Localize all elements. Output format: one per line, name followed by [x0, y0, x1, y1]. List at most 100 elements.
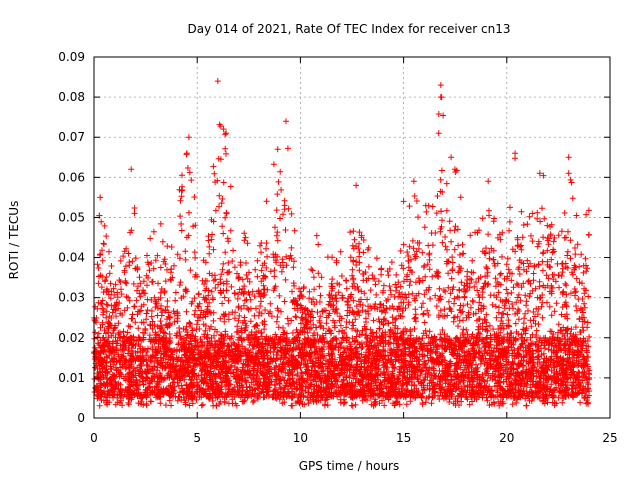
data-point	[336, 317, 343, 324]
data-point	[148, 308, 155, 314]
data-point	[273, 371, 280, 378]
data-point	[155, 280, 161, 287]
data-point	[183, 323, 190, 330]
data-point	[457, 194, 464, 201]
data-point	[428, 400, 435, 407]
data-point	[540, 172, 547, 179]
data-point	[208, 236, 215, 243]
data-point	[460, 302, 467, 309]
data-point	[508, 289, 515, 296]
data-point	[546, 336, 553, 342]
data-point	[552, 342, 559, 349]
data-point	[454, 352, 461, 359]
data-point	[425, 202, 432, 209]
data-point	[498, 324, 505, 331]
data-point	[124, 329, 131, 336]
data-point	[244, 388, 251, 395]
data-point	[285, 360, 291, 367]
data-points	[91, 78, 593, 409]
data-point	[322, 330, 329, 337]
data-point	[110, 306, 117, 313]
data-point	[456, 317, 463, 324]
data-point	[179, 172, 185, 179]
data-point	[518, 208, 525, 215]
data-point	[261, 286, 268, 293]
data-point	[393, 315, 400, 322]
data-point	[350, 257, 357, 264]
data-point	[314, 332, 321, 338]
data-point	[532, 285, 539, 292]
data-point	[92, 317, 99, 324]
data-point	[350, 228, 357, 235]
data-point	[493, 294, 500, 301]
data-point	[239, 276, 246, 283]
data-point	[420, 310, 427, 317]
data-point	[448, 275, 455, 282]
data-point	[515, 266, 522, 273]
data-point	[507, 204, 513, 211]
data-point	[225, 342, 232, 349]
data-point	[337, 322, 344, 329]
data-point	[143, 316, 150, 323]
data-point	[356, 298, 362, 305]
data-point	[523, 298, 530, 305]
data-point	[302, 316, 309, 323]
data-point	[102, 277, 109, 284]
data-point	[584, 265, 591, 272]
data-point	[328, 393, 334, 400]
data-point	[383, 305, 390, 312]
data-point	[157, 318, 164, 325]
data-point	[186, 359, 193, 366]
data-point	[221, 343, 228, 350]
data-point	[154, 305, 161, 312]
data-point	[484, 269, 491, 276]
data-point	[437, 176, 444, 183]
data-point	[270, 161, 277, 168]
data-point	[520, 280, 527, 287]
data-point	[425, 334, 432, 341]
data-point	[253, 352, 260, 359]
data-point	[220, 260, 227, 267]
data-point	[140, 329, 146, 336]
data-point	[108, 263, 115, 269]
data-point	[281, 298, 288, 305]
data-point	[447, 358, 454, 365]
data-point	[479, 326, 486, 332]
data-point	[257, 242, 263, 249]
data-point	[92, 303, 99, 310]
data-point	[432, 230, 439, 236]
data-point	[311, 286, 318, 293]
data-point	[355, 287, 362, 293]
data-point	[559, 330, 566, 337]
data-point	[222, 328, 229, 335]
data-point	[461, 282, 468, 289]
data-point	[544, 299, 550, 306]
data-point	[244, 275, 251, 282]
data-point	[503, 286, 510, 293]
data-point	[219, 196, 226, 202]
data-point	[431, 333, 438, 340]
data-point	[578, 373, 585, 380]
data-point	[567, 330, 574, 337]
data-point	[249, 342, 256, 349]
data-point	[218, 271, 225, 278]
data-point	[139, 378, 146, 385]
data-point	[435, 111, 442, 117]
data-point	[522, 344, 529, 351]
data-point	[209, 272, 216, 279]
data-point	[530, 270, 537, 277]
data-point	[300, 355, 307, 362]
data-point	[181, 376, 188, 383]
data-point	[99, 247, 105, 254]
data-point	[191, 194, 198, 200]
data-point	[564, 326, 570, 333]
data-point	[144, 349, 151, 355]
data-point	[534, 294, 541, 301]
data-point	[162, 278, 169, 285]
data-point	[342, 277, 349, 284]
data-point	[249, 288, 256, 295]
data-point	[486, 249, 493, 256]
data-point	[388, 359, 394, 366]
data-point	[573, 212, 580, 219]
